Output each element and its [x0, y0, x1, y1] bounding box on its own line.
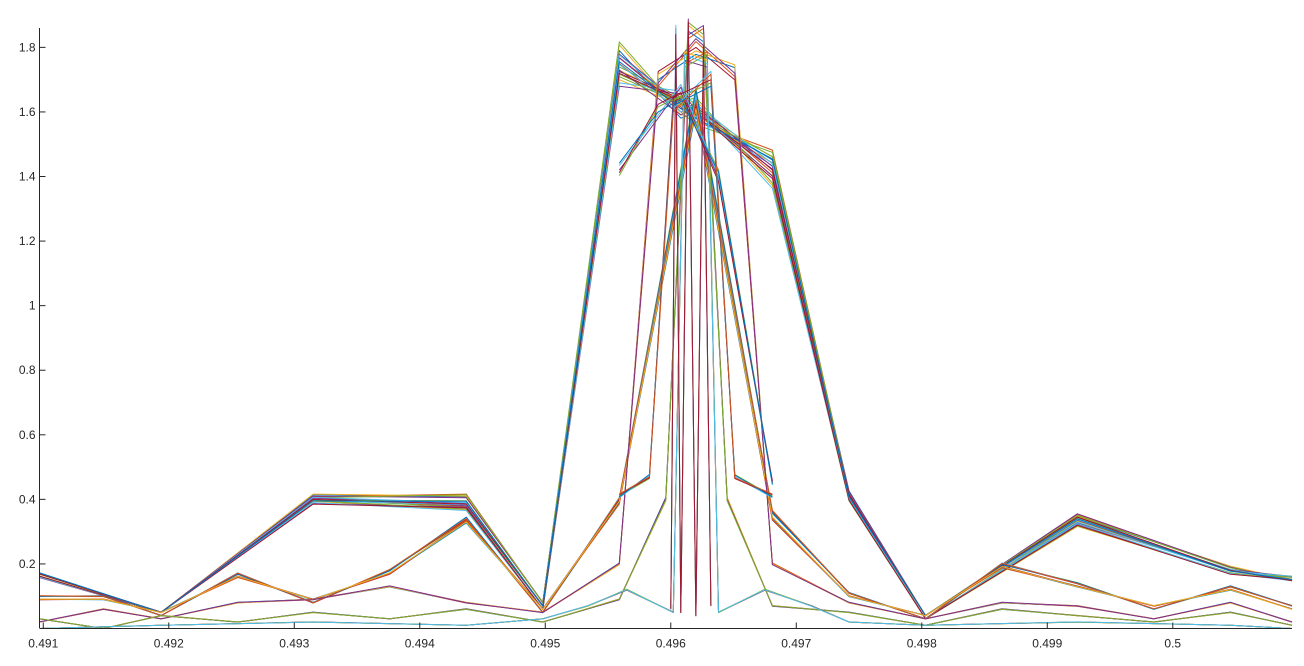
series-line-5-variant-4: [39, 98, 1293, 620]
series-line-9: [39, 51, 1293, 629]
series-line-3-variant-4: [39, 70, 1293, 620]
series-line-8-variant-4: [39, 21, 1293, 629]
series-line-7-variant-4: [39, 38, 1293, 623]
y-tick-label: 1.8: [19, 40, 36, 54]
series-line-7-variant-3: [39, 50, 1293, 623]
series-line-11-variant-3: [618, 92, 773, 482]
series-line-10-variant-4: [670, 21, 712, 617]
series-line-5: [39, 87, 1293, 620]
series-line-6-variant-2: [39, 111, 1293, 616]
series-line-1-variant-4: [39, 41, 1293, 616]
series-line-8-variant-2: [39, 24, 1293, 629]
series-line-6: [39, 97, 1293, 616]
y-tick-label: 0.8: [19, 363, 36, 377]
x-tick-label: 0.496: [656, 637, 686, 651]
y-tick-label: 0.4: [19, 492, 36, 506]
x-tick-label: 0.497: [781, 637, 811, 651]
series-line-5-variant-2: [39, 101, 1293, 620]
series-line-2-variant-4: [39, 54, 1293, 620]
series-line-12-variant-4: [619, 73, 773, 495]
series-line-9-variant-3: [39, 54, 1293, 629]
series-line-8-variant-3: [39, 25, 1293, 629]
series-line-5-variant-1: [39, 95, 1293, 620]
y-tick-label: 1.6: [19, 105, 36, 119]
x-tick-label: 0.491: [28, 637, 58, 651]
series-line-6-variant-3: [39, 99, 1293, 617]
series-line-2-variant-3: [39, 66, 1293, 620]
series-line-5-variant-3: [39, 90, 1293, 620]
y-tick-label: 1: [29, 299, 36, 313]
series-layer: [39, 18, 1293, 629]
series-line-2-variant-1: [39, 69, 1293, 620]
x-tick-label: 0.5: [1164, 637, 1181, 651]
x-tick-label: 0.495: [530, 637, 560, 651]
x-tick-label: 0.498: [907, 637, 937, 651]
series-line-12-variant-3: [619, 85, 773, 498]
y-tick-label: 0.2: [19, 557, 36, 571]
series-line-12: [619, 82, 773, 497]
y-tick-group: 0.2 0.4 0.6 0.8 1 1.2 1.4 1.6 1.8: [19, 40, 46, 571]
series-line-4-variant-2: [39, 63, 1293, 616]
series-line-12-variant-2: [619, 79, 773, 496]
series-line-9-variant-2: [39, 59, 1293, 629]
x-tick-label: 0.499: [1032, 637, 1062, 651]
series-line-8-variant-1: [39, 28, 1293, 629]
series-line-3-variant-2: [39, 73, 1293, 620]
x-tick-label: 0.492: [154, 637, 184, 651]
x-tick-label: 0.494: [405, 637, 435, 651]
series-line-3-variant-1: [39, 85, 1293, 620]
y-tick-label: 0.6: [19, 428, 36, 442]
series-line-2: [39, 63, 1293, 620]
series-line-3-variant-3: [39, 82, 1293, 620]
series-line-8: [39, 30, 1293, 629]
series-line-6-variant-4: [39, 108, 1293, 617]
series-line-11-variant-1: [618, 95, 773, 484]
x-tick-group: 0.491 0.492 0.493 0.494 0.495 0.496 0.497 0.498…: [28, 622, 1181, 651]
series-line-6-variant-1: [39, 105, 1293, 617]
series-line-3: [39, 79, 1293, 620]
y-tick-label: 1.2: [19, 234, 36, 248]
series-line-11-variant-4: [618, 98, 773, 485]
series-line-9-variant-1: [39, 51, 1293, 629]
series-line-9-variant-4: [39, 54, 1293, 629]
series-line-7-variant-1: [39, 53, 1293, 623]
series-line-7: [39, 46, 1293, 623]
y-tick-label: 1.4: [19, 170, 36, 184]
x-tick-label: 0.493: [279, 637, 309, 651]
